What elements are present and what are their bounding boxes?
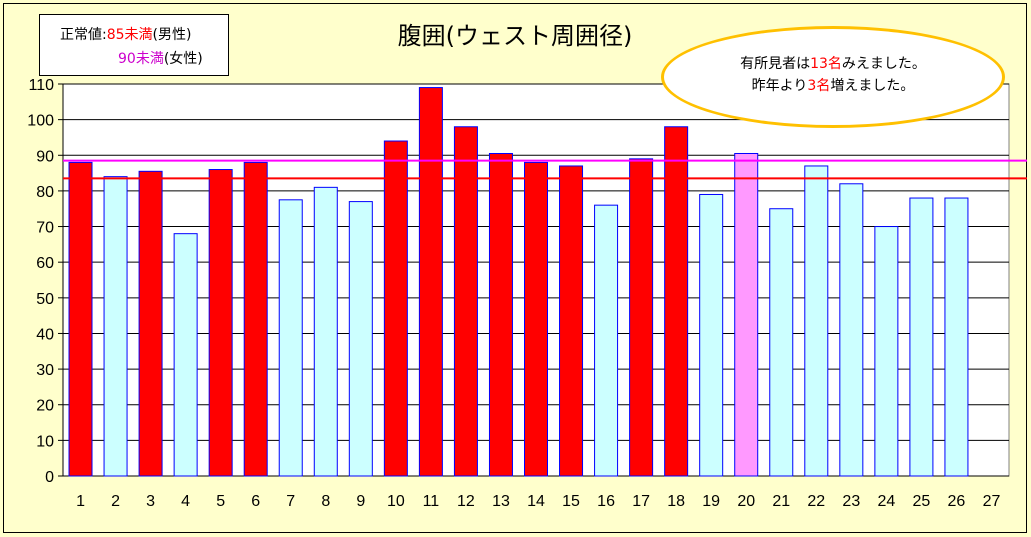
x-tick-label: 21 — [772, 493, 790, 510]
bar — [383, 140, 408, 477]
legend-label: 正常値: — [60, 27, 107, 43]
x-tick-label: 27 — [983, 493, 1001, 510]
x-tick-label: 16 — [597, 493, 615, 510]
bar — [944, 197, 969, 477]
bar — [594, 204, 619, 477]
callout-line-2: 昨年より3名増えました。 — [664, 75, 1002, 97]
x-tick-label: 14 — [527, 493, 545, 510]
y-tick-label: 60 — [36, 255, 54, 272]
y-tick-label: 10 — [36, 433, 54, 450]
bar — [488, 152, 513, 477]
x-tick-label: 1 — [76, 493, 85, 510]
chart-title: 腹囲(ウェスト周囲径) — [397, 22, 633, 50]
x-tick-label: 22 — [807, 493, 825, 510]
bar — [699, 193, 724, 477]
bar — [418, 87, 443, 477]
callout-line1-count: 13名 — [810, 56, 842, 72]
bar — [524, 161, 548, 477]
bar — [243, 161, 268, 477]
x-tick-label: 25 — [913, 493, 931, 510]
x-tick-label: 8 — [321, 493, 330, 510]
x-tick-label: 4 — [181, 493, 190, 510]
y-tick-label: 90 — [36, 148, 54, 165]
x-tick-label: 2 — [111, 493, 120, 510]
callout-ellipse: 有所見者は13名みえました。 昨年より3名増えました。 — [661, 26, 1005, 128]
x-tick-label: 17 — [632, 493, 650, 510]
y-tick-label: 80 — [36, 184, 54, 201]
y-tick-label: 40 — [36, 326, 54, 343]
callout-line1-suffix: みえました。 — [841, 56, 926, 72]
x-tick-label: 24 — [877, 493, 895, 510]
bar — [103, 176, 128, 477]
x-tick-label: 13 — [492, 493, 510, 510]
bar — [138, 170, 163, 477]
callout-line2-count: 3名 — [807, 78, 831, 94]
x-tick-label: 9 — [356, 493, 365, 510]
normal-value-legend: 正常値:85未満(男性) 90未満(女性) — [39, 14, 229, 76]
y-tick-label: 20 — [36, 398, 54, 415]
x-tick-label: 15 — [562, 493, 580, 510]
bar — [769, 208, 794, 477]
callout-line-1: 有所見者は13名みえました。 — [664, 53, 1002, 75]
x-tick-label: 18 — [667, 493, 685, 510]
bar — [313, 186, 338, 477]
x-tick-label: 20 — [737, 493, 755, 510]
x-tick-label: 7 — [286, 493, 295, 510]
x-tick-label: 19 — [702, 493, 720, 510]
y-tick-label: 30 — [36, 362, 54, 379]
legend-male-suffix: (男性) — [152, 27, 192, 43]
y-tick-label: 50 — [36, 291, 54, 308]
x-tick-label: 5 — [216, 493, 225, 510]
callout-line2-prefix: 昨年より — [751, 78, 808, 94]
bar — [664, 126, 689, 477]
bar — [909, 197, 934, 477]
bar — [348, 201, 373, 477]
bar — [839, 183, 864, 477]
callout-line1-prefix: 有所見者は — [740, 56, 811, 72]
bar — [804, 165, 829, 477]
legend-male-value: 85未満 — [106, 27, 153, 43]
x-tick-label: 23 — [842, 493, 860, 510]
x-tick-label: 3 — [146, 493, 155, 510]
x-tick-label: 12 — [457, 493, 475, 510]
x-tick-label: 10 — [387, 493, 405, 510]
bar — [629, 158, 654, 477]
y-tick-label: 110 — [28, 77, 54, 94]
x-tick-label: 11 — [423, 493, 440, 510]
legend-line-male: 正常値:85未満(男性) — [60, 23, 228, 47]
legend-line-female: 90未満(女性) — [60, 47, 228, 71]
y-tick-label: 100 — [27, 113, 54, 130]
bar — [173, 233, 198, 477]
callout-line2-suffix: 増えました。 — [830, 78, 915, 94]
x-tick-label: 26 — [948, 493, 966, 510]
legend-female-suffix: (女性) — [163, 51, 203, 67]
bar — [68, 161, 93, 477]
x-tick-label: 6 — [251, 493, 260, 510]
bar — [559, 165, 584, 477]
bar — [874, 226, 899, 477]
bar — [453, 126, 478, 477]
bar — [278, 199, 303, 477]
bar — [734, 152, 759, 477]
y-tick-label: 70 — [36, 220, 54, 237]
bar — [208, 169, 233, 477]
y-tick-label: 0 — [45, 469, 54, 486]
legend-female-value: 90未満 — [118, 51, 164, 67]
